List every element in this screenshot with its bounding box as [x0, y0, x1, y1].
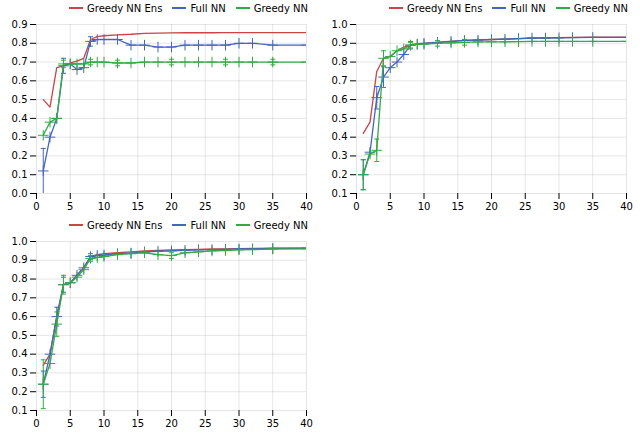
- svg-text:15: 15: [131, 201, 144, 212]
- svg-text:25: 25: [199, 418, 212, 429]
- svg-text:0.6: 0.6: [332, 94, 348, 105]
- svg-text:1.0: 1.0: [332, 19, 348, 30]
- svg-text:20: 20: [485, 201, 498, 212]
- svg-text:5: 5: [67, 201, 73, 212]
- svg-text:35: 35: [266, 418, 279, 429]
- svg-text:0: 0: [33, 418, 39, 429]
- svg-text:0: 0: [33, 201, 39, 212]
- svg-text:0.8: 0.8: [332, 56, 348, 67]
- html-text:Greedy NN: Greedy NN: [573, 2, 628, 14]
- svg-text:0.9: 0.9: [12, 254, 28, 265]
- svg-text:10: 10: [98, 418, 111, 429]
- svg-text:15: 15: [131, 418, 144, 429]
- svg-text:20: 20: [165, 418, 178, 429]
- svg-text:0.4: 0.4: [332, 131, 348, 142]
- html-text:Greedy NN: Greedy NN: [253, 2, 308, 14]
- svg-text:0.5: 0.5: [12, 330, 28, 341]
- html-text:Greedy NN: Greedy NN: [253, 219, 308, 231]
- svg-text:0.2: 0.2: [12, 386, 28, 397]
- svg-text:10: 10: [98, 201, 111, 212]
- svg-text:35: 35: [266, 201, 279, 212]
- svg-text:0.8: 0.8: [12, 273, 28, 284]
- svg-text:0.3: 0.3: [12, 367, 28, 378]
- svg-text:0: 0: [353, 201, 359, 212]
- svg-text:0.8: 0.8: [12, 37, 28, 48]
- svg-text:0.0: 0.0: [12, 188, 28, 199]
- svg-text:0.1: 0.1: [332, 188, 348, 199]
- svg-text:1.0: 1.0: [12, 236, 28, 247]
- svg-text:0.4: 0.4: [12, 113, 28, 124]
- svg-text:30: 30: [233, 201, 246, 212]
- svg-text:0.9: 0.9: [332, 37, 348, 48]
- svg-text:15: 15: [451, 201, 464, 212]
- svg-text:40: 40: [620, 201, 633, 212]
- svg-text:0.7: 0.7: [12, 56, 28, 67]
- html-text:Full NN: Full NN: [190, 2, 226, 14]
- html-text:Greedy NN Ens: Greedy NN Ens: [87, 2, 163, 14]
- svg-text:0.9: 0.9: [12, 19, 28, 30]
- svg-text:0.7: 0.7: [12, 292, 28, 303]
- html-text:Greedy NN Ens: Greedy NN Ens: [87, 219, 163, 231]
- svg-text:0.5: 0.5: [12, 94, 28, 105]
- svg-text:20: 20: [165, 201, 178, 212]
- svg-text:0.2: 0.2: [12, 150, 28, 161]
- svg-text:5: 5: [387, 201, 393, 212]
- svg-text:0.1: 0.1: [12, 169, 28, 180]
- svg-text:0.3: 0.3: [332, 150, 348, 161]
- svg-text:30: 30: [553, 201, 566, 212]
- svg-text:0.3: 0.3: [12, 131, 28, 142]
- svg-text:0.7: 0.7: [332, 75, 348, 86]
- html-text:Greedy NN Ens: Greedy NN Ens: [407, 2, 483, 14]
- svg-text:25: 25: [519, 201, 532, 212]
- svg-text:0.1: 0.1: [12, 405, 28, 416]
- svg-text:0.4: 0.4: [12, 348, 28, 359]
- svg-text:10: 10: [418, 201, 431, 212]
- svg-text:35: 35: [586, 201, 599, 212]
- html-text:Full NN: Full NN: [510, 2, 546, 14]
- svg-text:40: 40: [300, 201, 313, 212]
- svg-text:40: 40: [300, 418, 313, 429]
- svg-text:0.5: 0.5: [332, 113, 348, 124]
- svg-text:0.6: 0.6: [12, 75, 28, 86]
- svg-text:30: 30: [233, 418, 246, 429]
- svg-text:0.6: 0.6: [12, 311, 28, 322]
- html-text:Full NN: Full NN: [190, 219, 226, 231]
- svg-text:0.2: 0.2: [332, 169, 348, 180]
- svg-text:25: 25: [199, 201, 212, 212]
- svg-text:5: 5: [67, 418, 73, 429]
